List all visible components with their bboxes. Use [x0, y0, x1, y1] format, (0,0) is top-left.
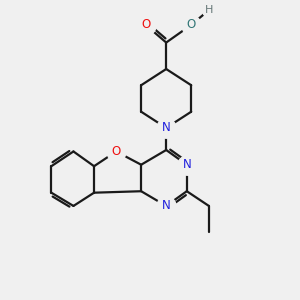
Text: N: N — [162, 200, 171, 212]
Text: O: O — [112, 145, 121, 158]
Text: N: N — [182, 158, 191, 171]
Text: N: N — [162, 122, 171, 134]
Text: O: O — [141, 18, 150, 32]
Text: H: H — [205, 5, 213, 15]
Text: O: O — [187, 18, 196, 32]
